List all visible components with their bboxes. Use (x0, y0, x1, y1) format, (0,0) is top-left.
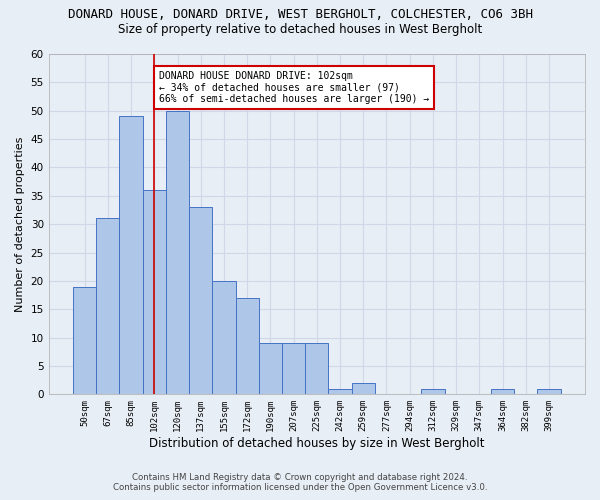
Bar (328, 388, 352, 394)
Bar (189, 207, 212, 394)
Bar (282, 344, 305, 394)
Bar (421, 388, 445, 394)
Bar (96, 218, 119, 394)
Text: DONARD HOUSE DONARD DRIVE: 102sqm
← 34% of detached houses are smaller (97)
66% : DONARD HOUSE DONARD DRIVE: 102sqm ← 34% … (159, 71, 429, 104)
Bar (538, 388, 560, 394)
Text: Size of property relative to detached houses in West Bergholt: Size of property relative to detached ho… (118, 22, 482, 36)
Bar (305, 344, 328, 394)
Bar (73, 286, 96, 395)
Y-axis label: Number of detached properties: Number of detached properties (15, 136, 25, 312)
X-axis label: Distribution of detached houses by size in West Bergholt: Distribution of detached houses by size … (149, 437, 485, 450)
Bar (491, 388, 514, 394)
Bar (143, 190, 166, 394)
Bar (236, 298, 259, 394)
Bar (212, 281, 236, 394)
Bar (166, 110, 189, 395)
Bar (119, 116, 143, 394)
Bar (352, 383, 375, 394)
Text: Contains HM Land Registry data © Crown copyright and database right 2024.
Contai: Contains HM Land Registry data © Crown c… (113, 473, 487, 492)
Text: DONARD HOUSE, DONARD DRIVE, WEST BERGHOLT, COLCHESTER, CO6 3BH: DONARD HOUSE, DONARD DRIVE, WEST BERGHOL… (67, 8, 533, 20)
Bar (259, 344, 282, 394)
